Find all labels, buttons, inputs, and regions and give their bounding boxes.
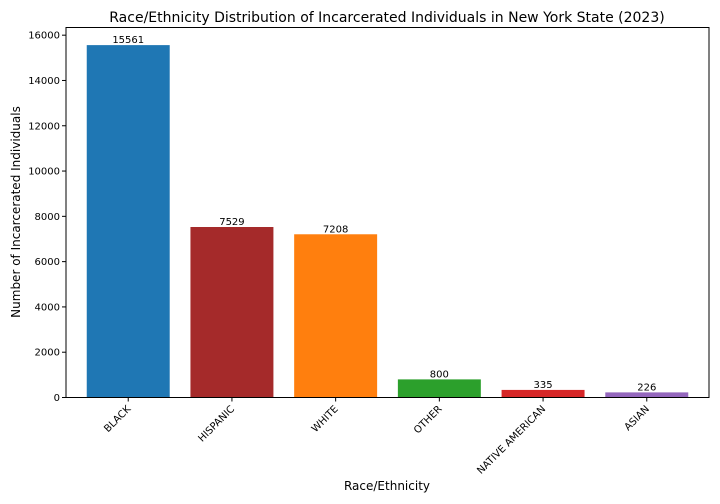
y-tick-label: 14000 [28, 76, 60, 87]
y-tick-label: 6000 [35, 257, 60, 268]
y-tick-label: 4000 [35, 302, 60, 313]
data-label: 226 [637, 382, 656, 393]
y-tick-label: 2000 [35, 348, 60, 359]
x-tick-label: BLACK [102, 404, 133, 435]
chart-title: Race/Ethnicity Distribution of Incarcera… [109, 10, 664, 26]
bar-white [294, 234, 378, 398]
x-axis-title: Race/Ethnicity [344, 479, 430, 493]
data-labels-group: 15561 7529 7208 800 335 226 [112, 35, 656, 393]
bar-asian [605, 392, 689, 398]
x-tick-label: ASIAN [623, 404, 652, 433]
y-axis-title: Number of Incarcerated Individuals [9, 106, 23, 318]
y-tick-label: 10000 [28, 167, 60, 178]
plot-frame [65, 27, 710, 398]
bar-black [86, 45, 170, 398]
x-tick-label: HISPANIC [196, 404, 237, 445]
bars-group [86, 45, 689, 398]
data-label: 7208 [323, 224, 348, 235]
y-tick-label: 12000 [28, 121, 60, 132]
y-tick-label: 16000 [28, 31, 60, 42]
bar-other [397, 379, 481, 398]
x-tick-label: WHITE [310, 404, 341, 435]
x-axis: BLACK HISPANIC WHITE OTHER NATIVE AMERICAN AS… [102, 397, 652, 477]
x-tick-label: NATIVE AMERICAN [475, 404, 548, 477]
data-label: 335 [534, 380, 553, 391]
bar-hispanic [190, 227, 274, 398]
y-tick-label: 0 [54, 393, 60, 404]
y-tick-label: 8000 [35, 212, 60, 223]
data-label: 7529 [219, 217, 244, 228]
bar-native-american [501, 389, 585, 398]
data-label: 15561 [112, 35, 144, 46]
y-axis: 0 2000 4000 6000 8000 10000 12000 14000 16000 [28, 31, 66, 404]
x-tick-label: OTHER [412, 404, 444, 436]
plot-area: 15561 7529 7208 800 335 226 0 2000 4000 6000 8000… [28, 27, 710, 477]
data-label: 800 [430, 369, 449, 380]
